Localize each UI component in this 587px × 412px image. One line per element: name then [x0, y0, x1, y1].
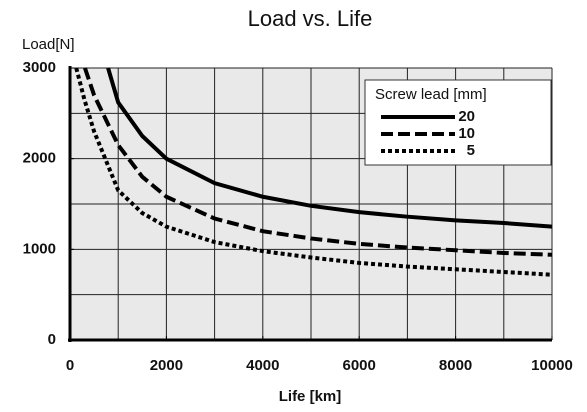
legend-label: 10: [458, 125, 475, 142]
y-tick-label: 0: [48, 331, 56, 348]
y-tick-label: 1000: [23, 240, 56, 257]
x-axis-label: Life [km]: [279, 388, 342, 405]
y-tick-label: 3000: [23, 59, 56, 76]
legend-label: 5: [467, 142, 475, 159]
x-tick-label: 0: [66, 357, 74, 374]
x-tick-label: 2000: [150, 357, 183, 374]
chart-title: Load vs. Life: [248, 6, 373, 31]
x-tick-label: 10000: [531, 357, 573, 374]
y-axis-label: Load[N]: [22, 36, 75, 53]
line-series: [83, 67, 553, 257]
legend-title: Screw lead [mm]: [375, 86, 487, 103]
line-series: [106, 67, 553, 229]
x-tick-label: 4000: [246, 357, 279, 374]
x-tick-label: 8000: [439, 357, 472, 374]
x-tick-label: 6000: [343, 357, 376, 374]
legend-label: 20: [458, 108, 475, 125]
y-tick-label: 2000: [23, 150, 56, 167]
